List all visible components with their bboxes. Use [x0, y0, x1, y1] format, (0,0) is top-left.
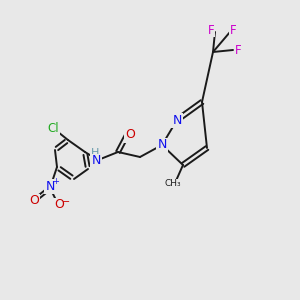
- Text: O: O: [29, 194, 39, 208]
- Text: CH₃: CH₃: [165, 179, 181, 188]
- Text: H: H: [91, 148, 99, 158]
- Text: N: N: [157, 139, 167, 152]
- Text: N: N: [45, 179, 55, 193]
- Text: −: −: [62, 197, 70, 207]
- Text: O: O: [125, 128, 135, 142]
- Text: N: N: [91, 154, 101, 167]
- Text: N: N: [172, 113, 182, 127]
- Text: O: O: [54, 199, 64, 212]
- Text: F: F: [235, 44, 241, 58]
- Text: +: +: [52, 178, 59, 187]
- Text: F: F: [230, 23, 236, 37]
- Text: F: F: [208, 23, 214, 37]
- Text: Cl: Cl: [47, 122, 59, 134]
